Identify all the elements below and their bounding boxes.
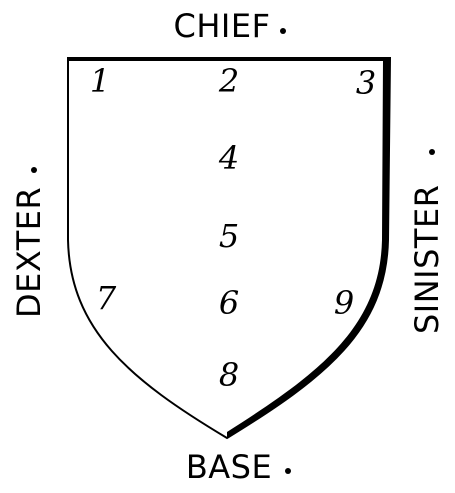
point-5: 5 (219, 217, 239, 255)
dexter-label: DEXTER (10, 187, 48, 318)
sinister-label: SINISTER (408, 185, 446, 334)
chief-dot (280, 28, 286, 34)
point-2: 2 (218, 62, 239, 100)
point-9: 9 (334, 284, 354, 322)
point-1: 1 (90, 62, 110, 100)
base-label: BASE (186, 448, 272, 486)
chief-label: CHIEF (174, 7, 271, 45)
shield-shading-right (227, 58, 390, 438)
sinister-dot (429, 149, 435, 155)
point-6: 6 (219, 284, 239, 322)
shield-shading-top (68, 58, 390, 61)
point-4: 4 (218, 139, 239, 177)
point-8: 8 (219, 356, 239, 394)
point-3: 3 (356, 64, 376, 102)
point-7: 7 (96, 279, 117, 317)
base-dot (285, 468, 291, 474)
dexter-dot (31, 167, 37, 173)
